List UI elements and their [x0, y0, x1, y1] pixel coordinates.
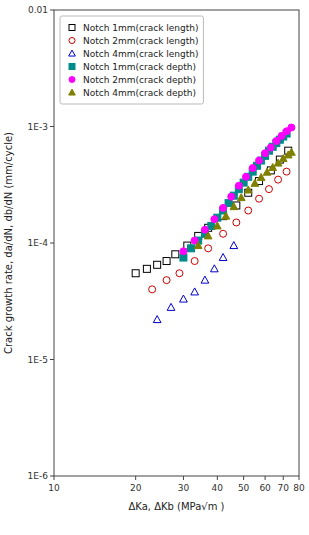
legend-label: Notch 4mm(crack length) — [83, 49, 198, 59]
legend-marker — [69, 77, 75, 83]
y-tick — [50, 243, 54, 244]
point — [262, 150, 269, 157]
y-tick — [50, 476, 54, 477]
point — [153, 316, 161, 323]
point — [220, 230, 227, 237]
point — [219, 254, 227, 261]
chart: 10 20 30 40 50 60 7080 1E-6 1E-5 1E-4 1E-3 0.01 ΔKa,… — [0, 0, 309, 535]
series — [180, 130, 290, 261]
y-tick-label: 1E-3 — [28, 122, 48, 132]
point — [201, 276, 209, 283]
y-tick — [50, 359, 54, 360]
point — [222, 212, 230, 219]
legend-label: Notch 4mm(crack depth) — [83, 88, 196, 98]
point — [288, 148, 296, 155]
series — [180, 124, 295, 255]
point — [180, 295, 188, 302]
point — [188, 245, 195, 252]
y-axis-label: Crack growth rate, da/dN, db/dN (mm/cycl… — [3, 132, 14, 354]
point — [220, 204, 227, 211]
legend: Notch 1mm(crack length) Notch 2mm(crack l… — [60, 16, 203, 104]
point — [172, 251, 179, 258]
series — [153, 242, 237, 323]
legend-label: Notch 1mm(crack length) — [83, 23, 198, 33]
x-tick — [243, 476, 244, 480]
y-tick-label: 0.01 — [28, 5, 48, 15]
point — [167, 303, 175, 310]
point — [288, 124, 295, 131]
y-tick — [50, 126, 54, 127]
point — [265, 186, 272, 193]
x-tick — [283, 476, 284, 480]
x-tick-label: 80 — [293, 483, 305, 493]
legend-marker — [69, 64, 75, 70]
point — [256, 195, 263, 202]
point — [244, 186, 252, 193]
series — [194, 148, 295, 248]
point — [204, 232, 212, 239]
point — [180, 248, 187, 255]
point — [143, 265, 150, 272]
point — [154, 261, 161, 268]
point — [211, 265, 219, 272]
legend-marker — [69, 89, 76, 95]
series — [132, 147, 292, 277]
x-tick — [299, 476, 300, 480]
y-tick — [50, 10, 54, 11]
point — [230, 203, 238, 210]
x-tick — [183, 476, 184, 480]
legend-box — [60, 16, 203, 104]
legend-label: Notch 1mm(crack depth) — [83, 62, 196, 72]
x-tick — [135, 476, 136, 480]
point — [245, 207, 252, 214]
plot-frame — [54, 10, 299, 476]
legend-marker — [69, 50, 76, 56]
point — [132, 270, 139, 277]
x-tick-label: 60 — [259, 483, 271, 493]
point — [176, 270, 183, 277]
point — [249, 165, 256, 172]
point — [242, 173, 249, 180]
point — [275, 176, 282, 183]
point — [211, 216, 218, 223]
point — [213, 222, 221, 229]
legend-label: Notch 2mm(crack depth) — [83, 75, 196, 85]
point — [191, 288, 199, 295]
point — [201, 226, 208, 233]
point — [228, 193, 235, 200]
x-tick — [265, 476, 266, 480]
point — [283, 168, 290, 175]
y-tick-label: 1E-4 — [28, 238, 49, 248]
y-tick-label: 1E-5 — [28, 355, 48, 365]
point — [163, 277, 170, 284]
legend-label: Notch 2mm(crack length) — [83, 36, 198, 46]
point — [237, 194, 245, 201]
x-tick-label: 20 — [130, 483, 142, 493]
point — [149, 286, 156, 293]
point — [230, 242, 238, 249]
x-axis-label: ΔKa, ΔKb (MPa√m ) — [128, 501, 224, 512]
x-tick-label: 30 — [178, 483, 190, 493]
point — [194, 242, 202, 249]
x-tick-label: 70 — [278, 483, 290, 493]
point — [267, 144, 274, 151]
x-tick — [217, 476, 218, 480]
point — [191, 258, 198, 265]
legend-marker — [69, 38, 75, 44]
x-tick-label: 50 — [238, 483, 250, 493]
point — [233, 219, 240, 226]
plot-area — [132, 124, 295, 323]
point — [256, 157, 263, 164]
point — [205, 245, 212, 252]
point — [163, 258, 170, 265]
y-tick-label: 1E-6 — [28, 471, 49, 481]
point — [235, 182, 242, 189]
x-tick-label: 40 — [212, 483, 224, 493]
x-tick-label: 10 — [48, 483, 60, 493]
x-tick — [54, 476, 55, 480]
series — [149, 168, 290, 293]
legend-marker — [69, 25, 75, 31]
